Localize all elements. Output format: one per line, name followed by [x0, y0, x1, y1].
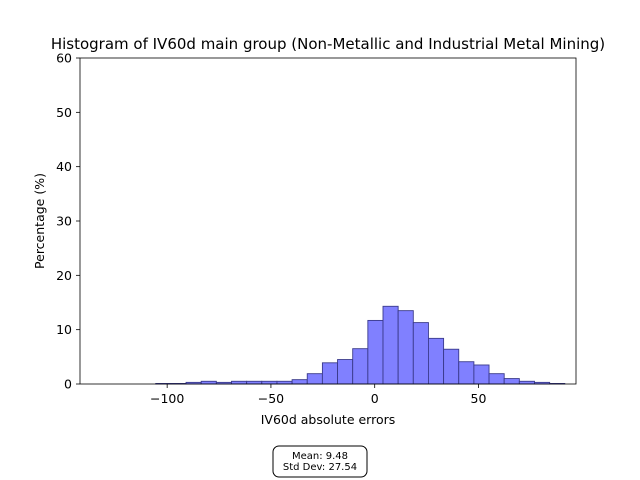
histogram-bar — [246, 380, 263, 385]
y-tick-label: 20 — [56, 268, 72, 283]
y-tick-label: 50 — [56, 105, 72, 120]
histogram-bar — [382, 305, 399, 385]
histogram-bar — [443, 348, 460, 385]
x-axis-label: IV60d absolute errors — [261, 412, 396, 427]
chart-title: Histogram of IV60d main group (Non-Metal… — [51, 35, 605, 53]
x-tick-label: 0 — [371, 391, 379, 406]
histogram-bar — [321, 362, 338, 385]
x-tick-label: −100 — [150, 391, 184, 406]
stats-mean: Mean: 9.48 — [292, 451, 348, 462]
x-tick-label: 50 — [471, 391, 487, 406]
histogram-bar — [291, 379, 308, 385]
histogram-bar — [261, 380, 278, 385]
stats-std-dev: Std Dev: 27.54 — [283, 462, 357, 473]
histogram-bar — [306, 373, 323, 385]
y-tick-label: 10 — [56, 322, 72, 337]
histogram-bar — [458, 361, 475, 385]
histogram-bars — [155, 305, 566, 385]
x-axis-ticks: −100 −50 0 50 — [150, 384, 486, 406]
x-tick-label: −50 — [258, 391, 284, 406]
y-axis-ticks: 0 10 20 30 40 50 60 — [56, 51, 80, 392]
y-axis-label: Percentage (%) — [32, 173, 47, 269]
histogram-bar — [503, 378, 520, 385]
histogram-bar — [473, 364, 490, 385]
y-tick-label: 30 — [56, 214, 72, 229]
histogram-bar — [337, 359, 354, 385]
y-tick-label: 40 — [56, 159, 72, 174]
histogram-bar — [200, 380, 217, 385]
histogram-bar — [276, 380, 293, 385]
y-tick-label: 60 — [56, 51, 72, 66]
histogram-bar — [412, 322, 429, 385]
histogram-bar — [352, 348, 369, 385]
y-tick-label: 0 — [64, 377, 72, 392]
histogram-bar — [397, 310, 414, 385]
histogram-bar — [488, 373, 505, 385]
histogram-bar — [231, 380, 248, 385]
stats-annotation-box: Mean: 9.48 Std Dev: 27.54 — [272, 445, 368, 478]
histogram-bar — [367, 319, 384, 385]
histogram-bar — [518, 380, 535, 385]
histogram-bar — [428, 337, 445, 385]
stats-box-frame — [272, 445, 368, 478]
